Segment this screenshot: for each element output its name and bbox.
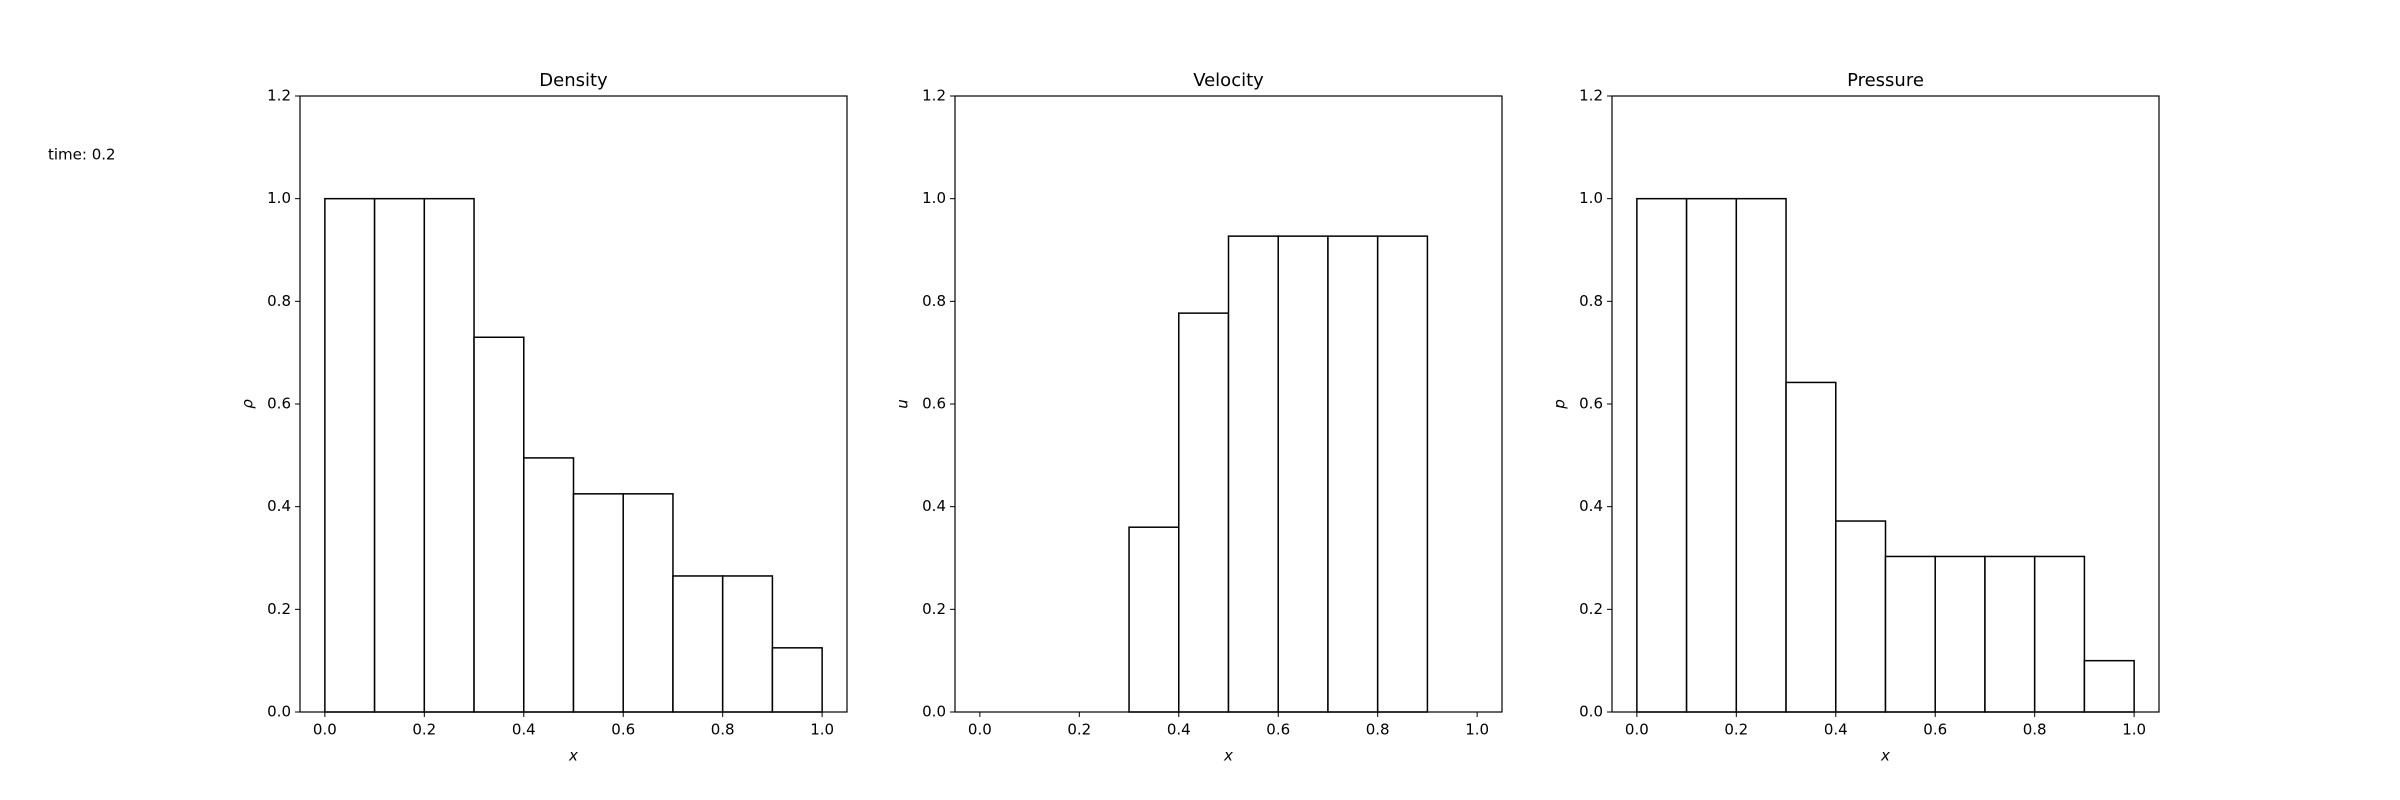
bar	[1685, 197, 1738, 713]
x-tick-label: 0.2	[1067, 721, 1091, 739]
bar	[373, 197, 426, 713]
bar	[672, 575, 724, 713]
x-tick-label: 0.8	[1366, 721, 1390, 739]
x-tick-label: 0.8	[711, 721, 735, 739]
x-tick-label: 0.2	[412, 721, 436, 739]
chart-title: Pressure	[1847, 70, 1924, 91]
y-tick-label: 1.2	[1579, 87, 1603, 105]
bar	[1227, 235, 1279, 713]
x-tick-label: 1.0	[810, 721, 834, 739]
y-tick-label: 0.6	[922, 395, 946, 413]
bar	[523, 457, 575, 713]
y-tick-label: 0.6	[267, 395, 291, 413]
bar	[473, 336, 525, 713]
bar	[1934, 555, 1986, 713]
x-tick-label: 0.4	[1167, 721, 1191, 739]
x-tick-label: 0.8	[2023, 721, 2047, 739]
x-tick-label: 0.6	[611, 721, 635, 739]
x-tick-label: 0.0	[1625, 721, 1649, 739]
bar	[1735, 197, 1787, 713]
x-tick-label: 0.2	[1724, 721, 1748, 739]
x-tick-label: 0.4	[512, 721, 536, 739]
x-axis-label: x	[568, 747, 578, 765]
bar	[1327, 235, 1379, 713]
bar	[1884, 555, 1936, 713]
bar	[1277, 235, 1329, 713]
y-tick-label: 0.8	[1579, 292, 1603, 310]
y-tick-label: 1.0	[1579, 189, 1603, 207]
bar	[2083, 659, 2135, 713]
x-tick-label: 0.4	[1824, 721, 1848, 739]
y-tick-label: 0.2	[267, 600, 291, 618]
bar	[1128, 526, 1180, 713]
y-tick-label: 0.4	[267, 497, 291, 515]
bar	[622, 493, 674, 713]
bar	[1376, 235, 1429, 713]
y-axis-label: p	[1551, 399, 1569, 410]
chart-title: Velocity	[1193, 70, 1264, 91]
y-axis-label: u	[894, 399, 912, 409]
y-tick-label: 1.2	[267, 87, 291, 105]
chart-title: Density	[539, 70, 608, 91]
y-tick-label: 0.4	[1579, 497, 1603, 515]
y-tick-label: 0.0	[267, 703, 291, 721]
bar	[1835, 520, 1887, 713]
bar	[324, 197, 376, 713]
y-tick-label: 0.2	[1579, 600, 1603, 618]
y-tick-label: 1.2	[922, 87, 946, 105]
bar	[423, 197, 475, 713]
y-tick-label: 0.0	[922, 703, 946, 721]
bar	[1984, 555, 2036, 713]
x-tick-label: 1.0	[2122, 721, 2146, 739]
bar	[2033, 555, 2086, 713]
y-tick-label: 1.0	[922, 189, 946, 207]
x-axis-label: x	[1223, 747, 1233, 765]
time-label: time: 0.2	[48, 146, 116, 164]
x-tick-label: 0.6	[1923, 721, 1947, 739]
y-tick-label: 0.8	[922, 292, 946, 310]
y-tick-label: 1.0	[267, 189, 291, 207]
y-tick-label: 0.2	[922, 600, 946, 618]
y-axis-label: ρ	[239, 399, 257, 409]
y-tick-label: 0.6	[1579, 395, 1603, 413]
bar	[1178, 312, 1230, 713]
x-tick-label: 0.0	[313, 721, 337, 739]
y-tick-label: 0.4	[922, 497, 946, 515]
x-tick-label: 0.0	[968, 721, 992, 739]
bar	[721, 575, 774, 713]
x-tick-label: 1.0	[1465, 721, 1489, 739]
bar	[572, 493, 624, 713]
bar	[1636, 197, 1688, 713]
y-tick-label: 0.0	[1579, 703, 1603, 721]
x-axis-label: x	[1880, 747, 1890, 765]
bar	[771, 647, 823, 713]
x-tick-label: 0.6	[1266, 721, 1290, 739]
bar	[1785, 381, 1837, 713]
y-tick-label: 0.8	[267, 292, 291, 310]
